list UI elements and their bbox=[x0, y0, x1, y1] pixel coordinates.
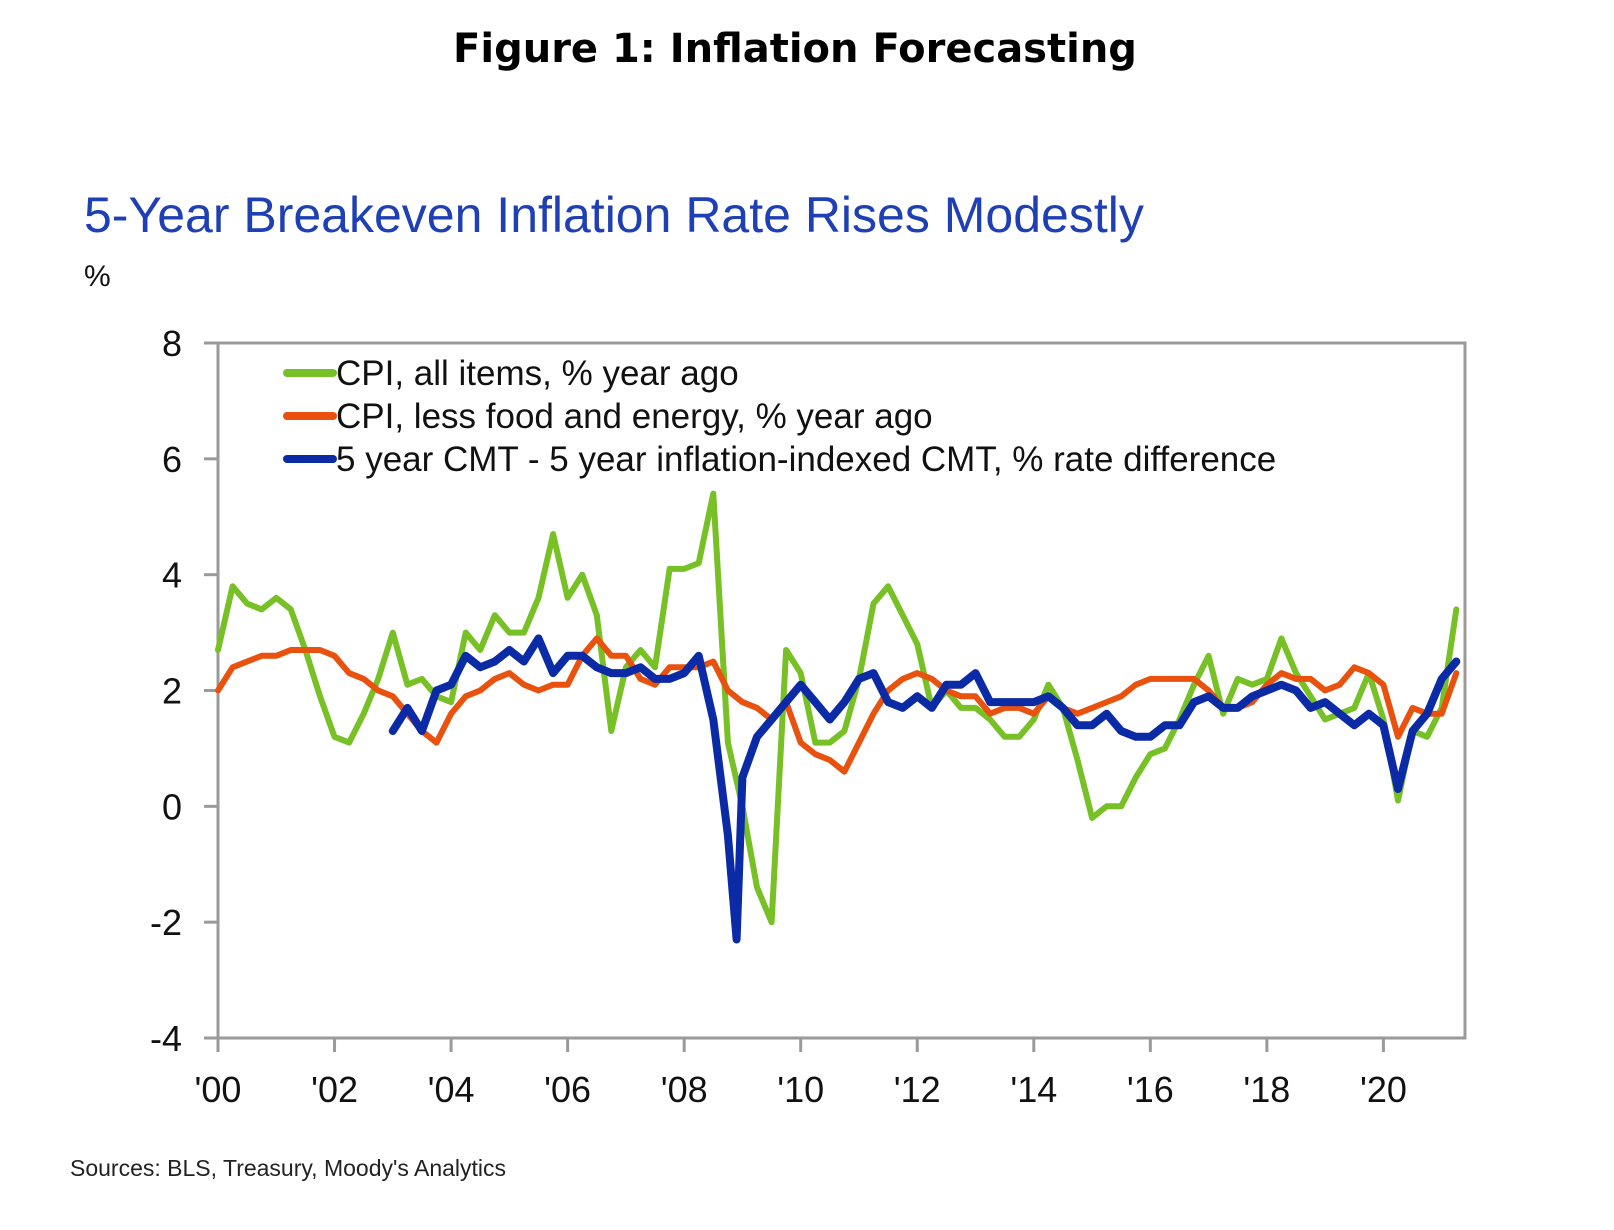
legend-label-3: 5 year CMT - 5 year inflation-indexed CM… bbox=[336, 440, 1276, 479]
x-tick-label: '04 bbox=[428, 1069, 475, 1110]
x-tick-label: '18 bbox=[1243, 1069, 1290, 1110]
figure-title: Figure 1: Inflation Forecasting bbox=[453, 26, 1137, 72]
y-tick-label: -2 bbox=[150, 902, 182, 943]
y-tick-label: 8 bbox=[162, 323, 182, 364]
x-tick-label: '02 bbox=[311, 1069, 358, 1110]
x-tick-label: '10 bbox=[777, 1069, 824, 1110]
y-tick-label: 2 bbox=[162, 671, 182, 712]
x-tick-label: '16 bbox=[1127, 1069, 1174, 1110]
x-tick-label: '12 bbox=[894, 1069, 941, 1110]
legend-label-1: CPI, all items, % year ago bbox=[336, 354, 739, 393]
y-tick-label: 6 bbox=[162, 439, 182, 480]
plot-area: -4 -2 0 2 4 6 8 '00 '02 '04 '06 '08 '10 '12 '14 '16 '18 '… bbox=[150, 323, 1467, 1110]
x-tick-label: '08 bbox=[661, 1069, 708, 1110]
x-tick-label: '06 bbox=[544, 1069, 591, 1110]
source-note: Sources: BLS, Treasury, Moody's Analytic… bbox=[70, 1155, 506, 1181]
chart-title: 5-Year Breakeven Inflation Rate Rises Mo… bbox=[84, 187, 1144, 243]
y-tick-label: 0 bbox=[162, 786, 182, 827]
legend-label-2: CPI, less food and energy, % year ago bbox=[336, 397, 933, 436]
y-tick-label: -4 bbox=[150, 1018, 182, 1059]
series-line-3 bbox=[388, 634, 1461, 944]
y-axis-unit: % bbox=[84, 260, 111, 293]
x-tick-label: '20 bbox=[1360, 1069, 1407, 1110]
y-tick-label: 4 bbox=[162, 555, 182, 596]
x-tick-label: '14 bbox=[1010, 1069, 1057, 1110]
x-tick-label: '00 bbox=[195, 1069, 242, 1110]
series-line-1 bbox=[215, 490, 1460, 926]
